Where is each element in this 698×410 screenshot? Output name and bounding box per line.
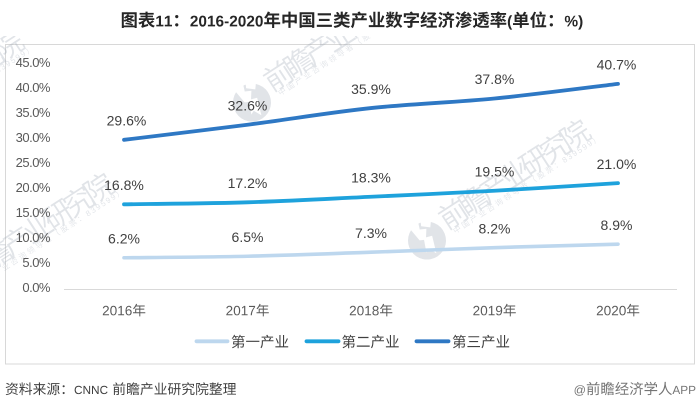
svg-text:6.2%: 6.2% (108, 231, 140, 247)
svg-text:7.3%: 7.3% (355, 225, 387, 241)
svg-text:5.0%: 5.0% (22, 255, 51, 270)
svg-text:21.0%: 21.0% (597, 156, 637, 172)
svg-text:29.6%: 29.6% (107, 113, 147, 129)
svg-text:25.0%: 25.0% (16, 155, 51, 170)
svg-text:37.8%: 37.8% (475, 71, 515, 87)
svg-text:17.2%: 17.2% (228, 175, 268, 191)
svg-text:10.0%: 10.0% (16, 230, 51, 245)
svg-text:19.5%: 19.5% (475, 163, 515, 179)
svg-text:8.9%: 8.9% (601, 217, 633, 233)
svg-text:15.0%: 15.0% (16, 205, 51, 220)
svg-text:40.7%: 40.7% (597, 57, 637, 73)
svg-text:30.0%: 30.0% (16, 130, 51, 145)
svg-text:35.0%: 35.0% (16, 105, 51, 120)
svg-text:0.0%: 0.0% (22, 280, 51, 295)
svg-text:35.9%: 35.9% (351, 81, 391, 97)
svg-text:6.5%: 6.5% (232, 229, 264, 245)
svg-text:20.0%: 20.0% (16, 180, 51, 195)
svg-text:40.0%: 40.0% (16, 80, 51, 95)
svg-text:8.2%: 8.2% (479, 220, 511, 236)
svg-text:45.0%: 45.0% (16, 55, 51, 70)
svg-text:16.8%: 16.8% (104, 177, 144, 193)
svg-text:18.3%: 18.3% (351, 170, 391, 186)
svg-text:32.6%: 32.6% (228, 97, 268, 113)
